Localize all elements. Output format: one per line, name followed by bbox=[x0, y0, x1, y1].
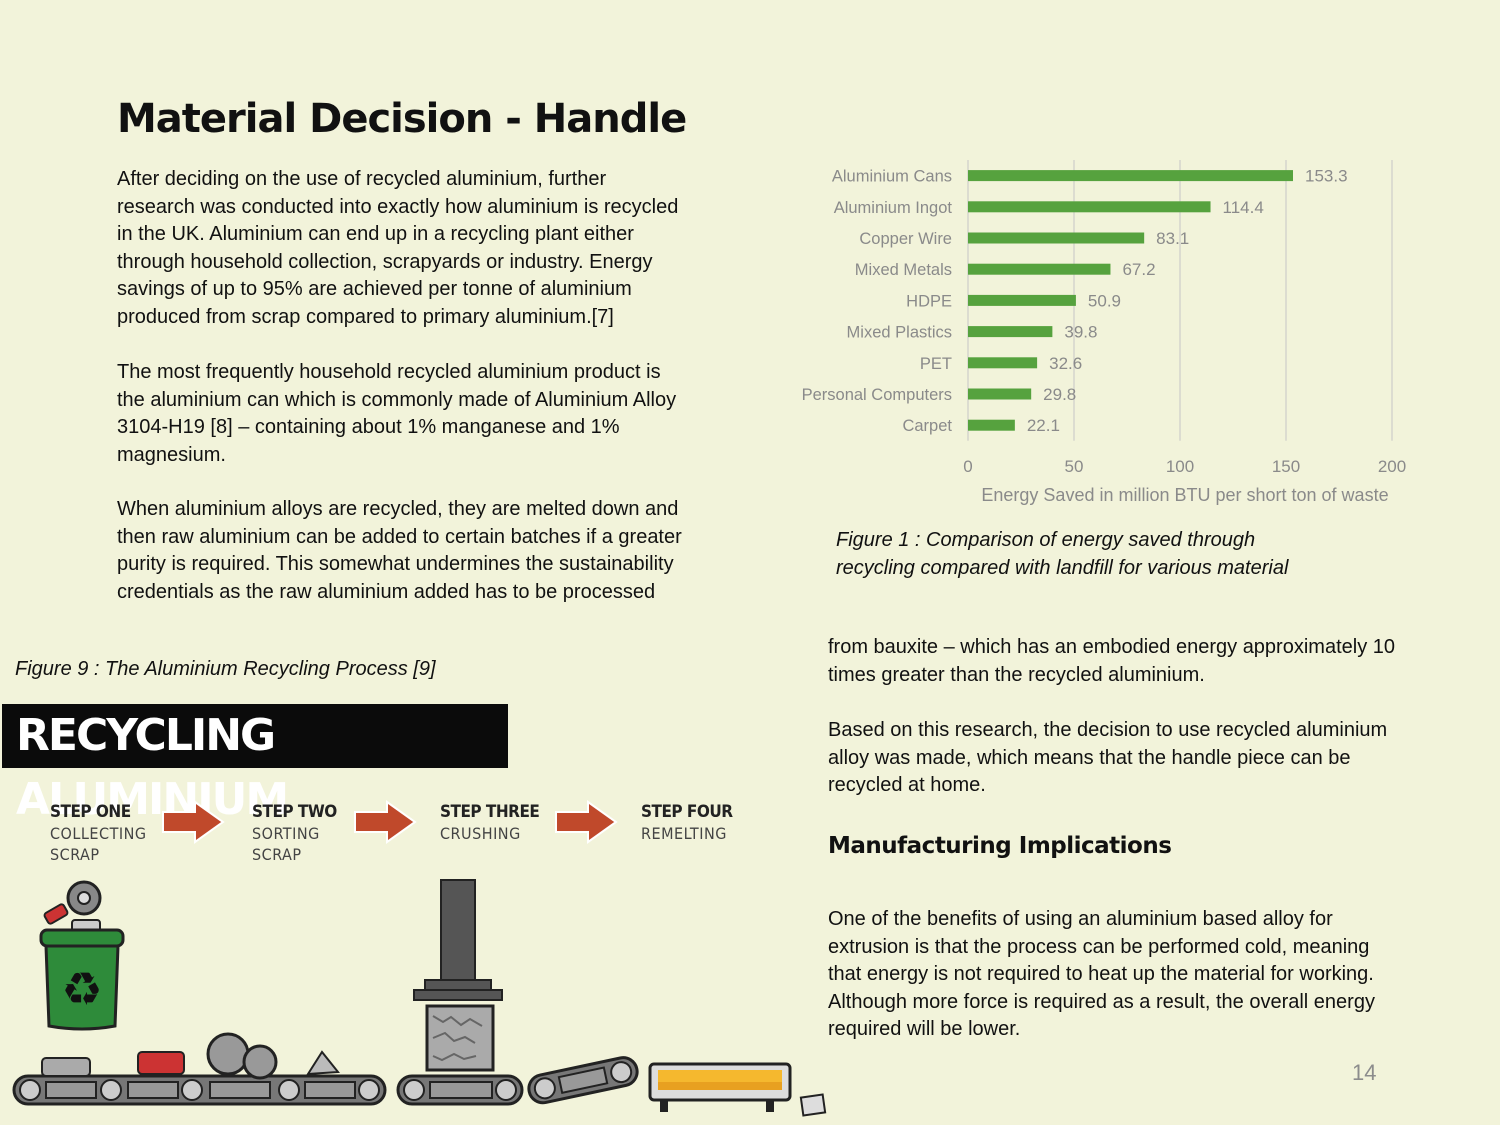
data-label: 83.1 bbox=[1156, 229, 1189, 248]
arrow-right-icon bbox=[162, 800, 225, 844]
bar bbox=[968, 170, 1293, 182]
data-label: 29.8 bbox=[1043, 385, 1076, 404]
conveyor-belt-icon bbox=[12, 1032, 387, 1106]
data-label: 32.6 bbox=[1049, 354, 1082, 373]
category-label: Aluminium Cans bbox=[832, 168, 952, 186]
page-number: 14 bbox=[1352, 1060, 1377, 1085]
section-heading: Manufacturing Implications bbox=[828, 833, 1172, 859]
step-title: STEP THREE bbox=[440, 802, 540, 822]
step-title: STEP ONE bbox=[50, 802, 131, 822]
body-paragraph-6: One of the benefits of using an aluminiu… bbox=[828, 908, 1375, 1041]
step-four-label: STEP FOUR REMELTING bbox=[641, 802, 733, 844]
step-title: STEP FOUR bbox=[641, 802, 733, 822]
bar bbox=[968, 263, 1111, 275]
x-tick-label: 100 bbox=[1166, 457, 1194, 476]
data-label: 22.1 bbox=[1027, 416, 1060, 435]
recycling-process-illustration: ♻ bbox=[12, 800, 827, 1117]
body-paragraph-1: After deciding on the use of recycled al… bbox=[117, 168, 679, 328]
body-paragraph-5: Based on this research, the decision to … bbox=[828, 719, 1388, 797]
step-subtitle: CRUSHING bbox=[440, 824, 521, 843]
energy-saved-bar-chart: 0 50 100 150 200 Aluminium Cans 153.3 Aluminium… bbox=[780, 150, 1440, 525]
category-label: PET bbox=[920, 355, 952, 373]
category-label: Aluminium Ingot bbox=[834, 199, 953, 217]
step-title: STEP TWO bbox=[252, 802, 337, 822]
bar bbox=[968, 232, 1145, 244]
melting-tray-icon bbox=[648, 1062, 827, 1117]
step-one-label: STEP ONE COLLECTING SCRAP bbox=[50, 802, 147, 865]
x-tick-label: 150 bbox=[1272, 457, 1300, 476]
body-paragraph-2: The most frequently household recycled a… bbox=[117, 361, 677, 466]
data-label: 114.4 bbox=[1223, 198, 1264, 217]
bar bbox=[968, 294, 1076, 306]
category-label: Carpet bbox=[902, 417, 952, 435]
category-label: Copper Wire bbox=[859, 230, 952, 248]
body-paragraph-4: from bauxite – which has an embodied ene… bbox=[828, 636, 1395, 686]
category-label: Mixed Plastics bbox=[847, 324, 952, 342]
x-axis-title: Energy Saved in million BTU per short to… bbox=[981, 485, 1388, 505]
body-paragraph-3: When aluminium alloys are recycled, they… bbox=[117, 498, 682, 603]
category-label: Personal Computers bbox=[802, 386, 952, 404]
bar bbox=[968, 388, 1032, 400]
chart-canvas: 0 50 100 150 200 Aluminium Cans 153.3 Aluminium… bbox=[802, 160, 1406, 505]
conveyor-belt-icon bbox=[527, 1056, 639, 1105]
svg-text:♻: ♻ bbox=[61, 963, 102, 1015]
step-subtitle: REMELTING bbox=[641, 824, 727, 843]
step-subtitle: COLLECTING SCRAP bbox=[50, 824, 147, 864]
data-label: 153.3 bbox=[1305, 167, 1348, 186]
bar bbox=[968, 357, 1038, 369]
page-title: Material Decision - Handle bbox=[117, 96, 687, 142]
category-label: Mixed Metals bbox=[855, 261, 952, 279]
step-three-label: STEP THREE CRUSHING bbox=[440, 802, 540, 844]
category-label: HDPE bbox=[906, 292, 952, 310]
x-tick-label: 200 bbox=[1378, 457, 1406, 476]
arrow-right-icon bbox=[354, 800, 417, 844]
step-subtitle: SORTING SCRAP bbox=[252, 824, 320, 864]
bar bbox=[968, 326, 1053, 338]
crusher-press-icon bbox=[413, 879, 503, 1072]
bar bbox=[968, 201, 1211, 213]
x-tick-label: 50 bbox=[1065, 457, 1084, 476]
figure-9-caption: Figure 9 : The Aluminium Recycling Proce… bbox=[15, 658, 436, 680]
step-two-label: STEP TWO SORTING SCRAP bbox=[252, 802, 337, 865]
data-label: 39.8 bbox=[1064, 323, 1097, 342]
arrow-right-icon bbox=[555, 800, 618, 844]
data-label: 50.9 bbox=[1088, 291, 1121, 310]
figure-1-caption: Figure 1 : Comparison of energy saved th… bbox=[836, 529, 1289, 579]
bar bbox=[968, 419, 1015, 431]
conveyor-belt-icon bbox=[396, 1074, 524, 1106]
data-label: 67.2 bbox=[1122, 260, 1155, 279]
x-tick-label: 0 bbox=[963, 457, 972, 476]
recycle-bin-icon: ♻ bbox=[39, 880, 125, 1031]
infographic-banner: RECYCLING ALUMINIUM bbox=[2, 704, 508, 825]
